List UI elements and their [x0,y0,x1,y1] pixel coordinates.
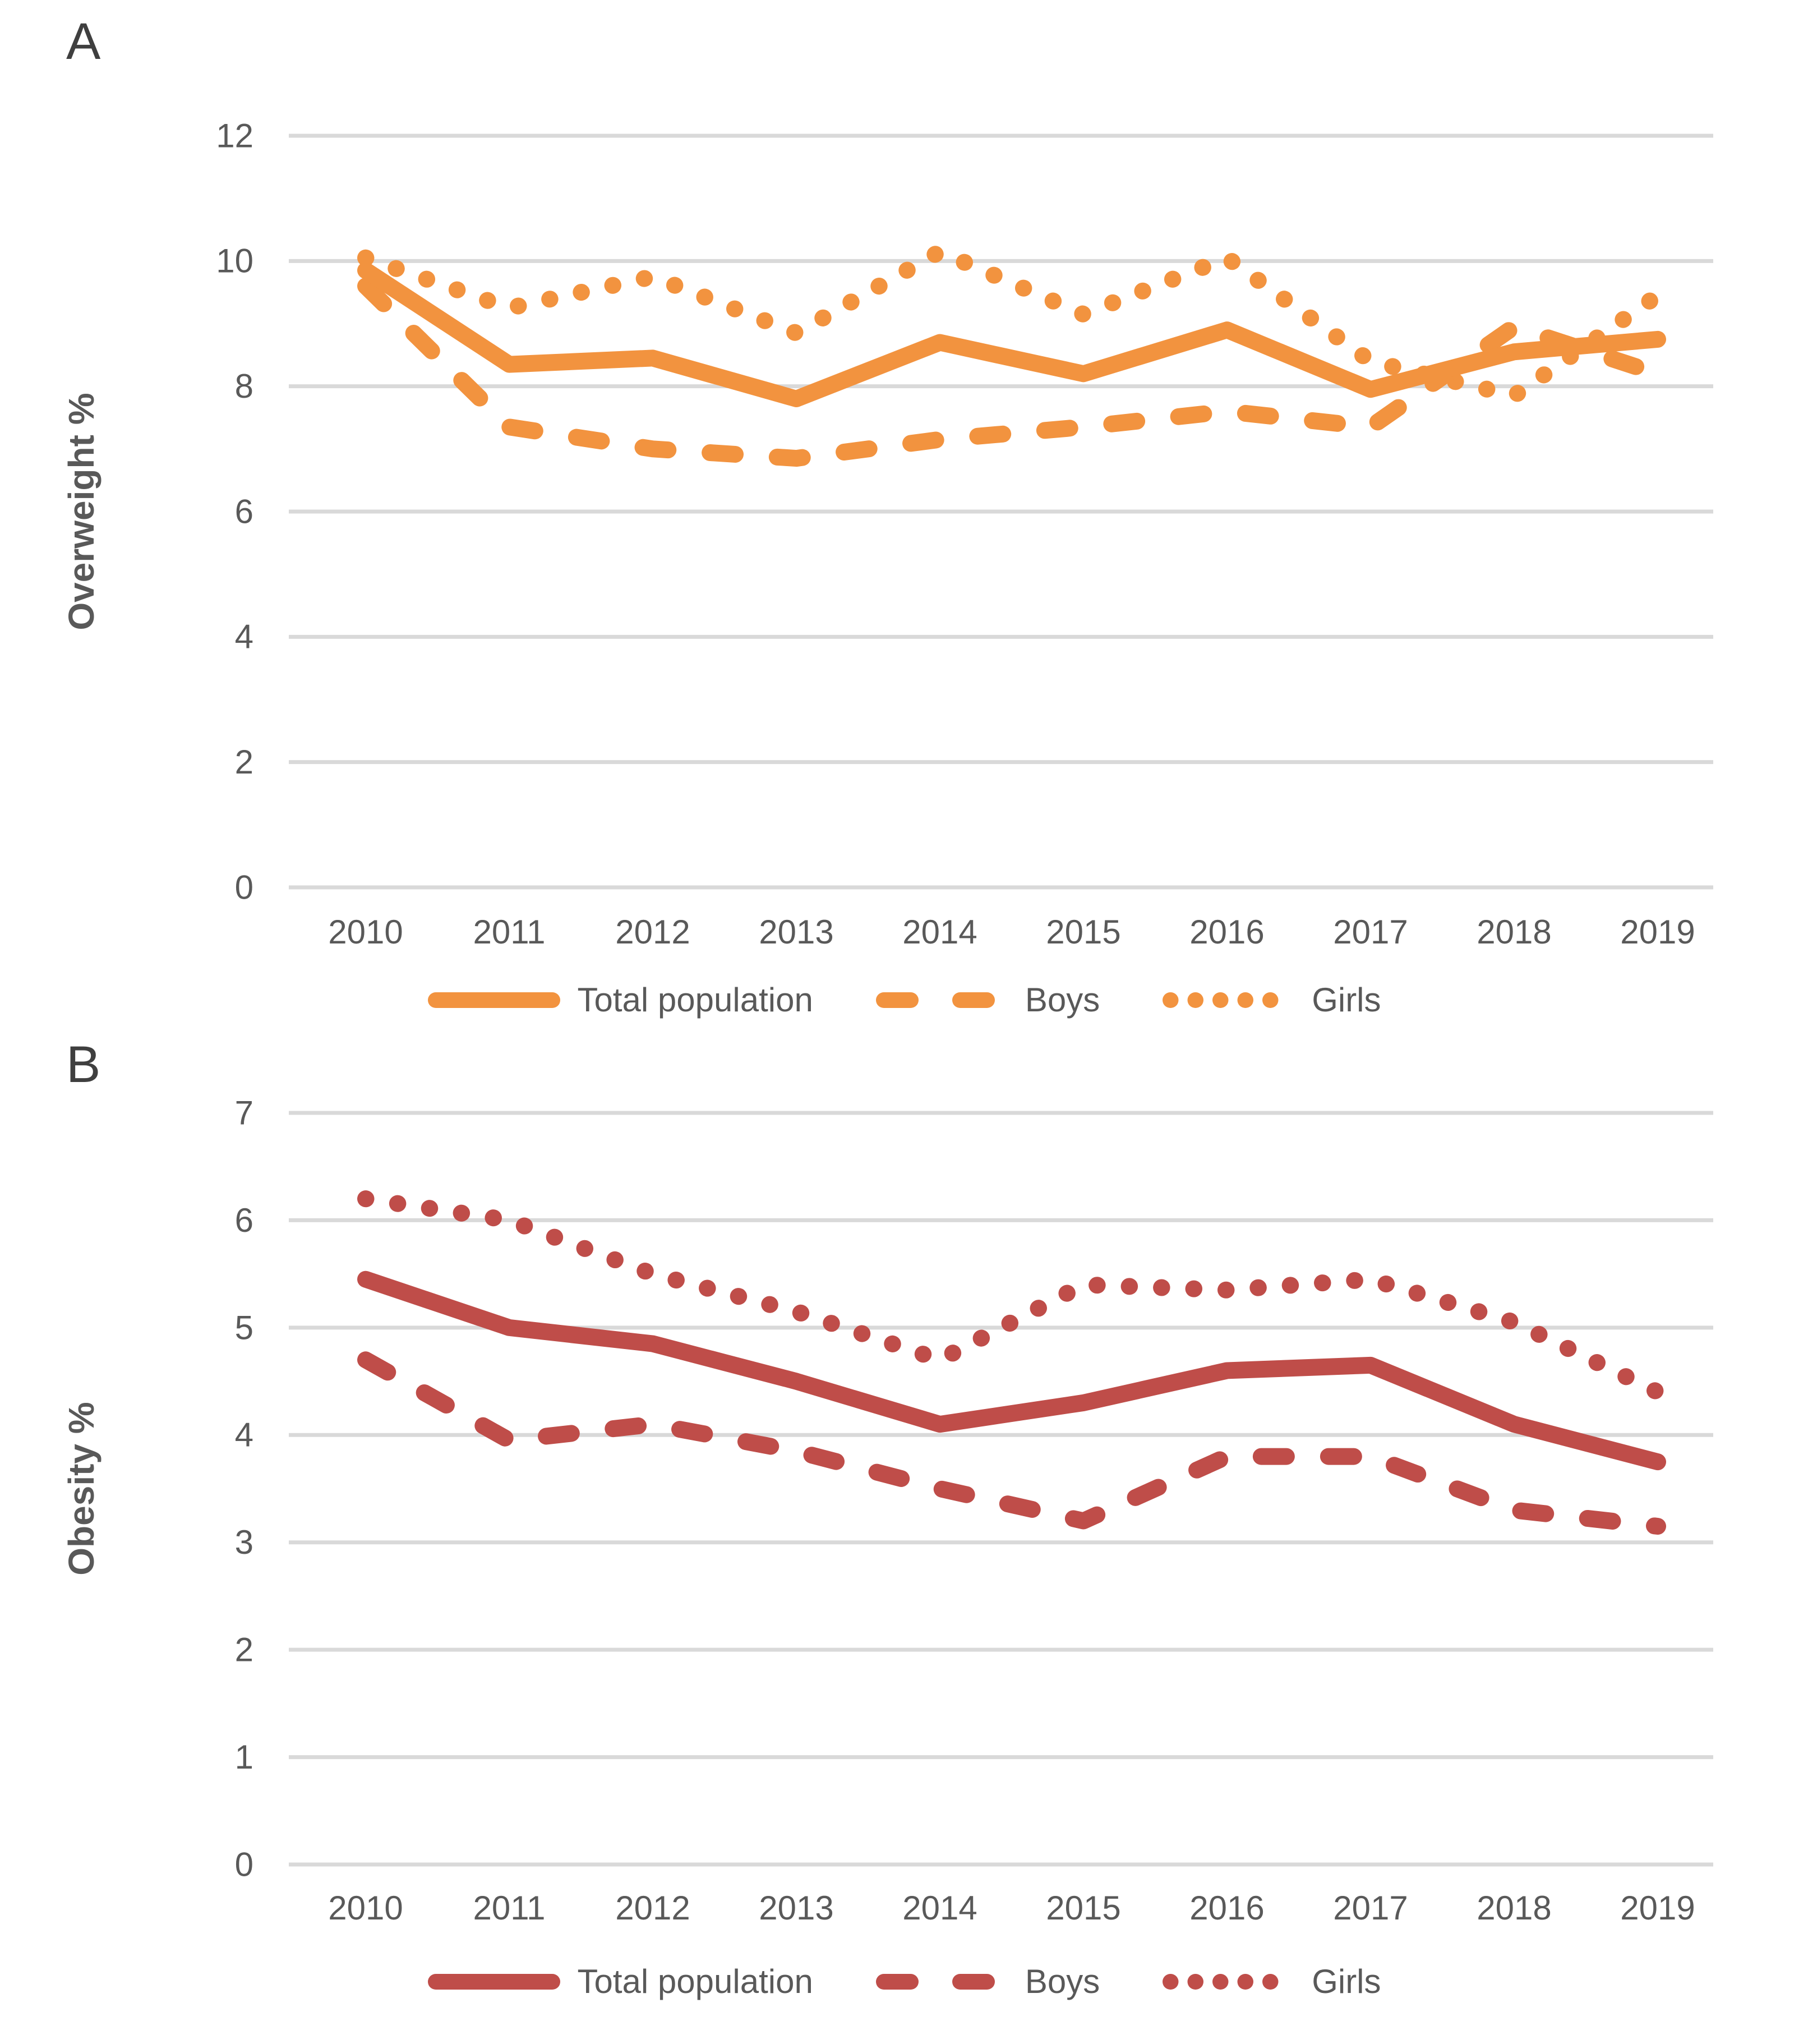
x-tick-label-2015: 2015 [1046,1889,1120,1927]
panel-b-label: B [66,1036,101,1093]
x-tick-label-2014: 2014 [902,1889,977,1927]
y-tick-label-6: 6 [235,492,253,530]
x-tick-label-2010: 2010 [328,1889,403,1927]
legend-swatch-solid-icon [428,992,561,1008]
x-tick-label-2010: 2010 [328,913,403,951]
legend-swatch-dashed-icon [875,992,1008,1008]
y-tick-label-1: 1 [235,1738,253,1776]
x-tick-label-2017: 2017 [1333,1889,1408,1927]
legend-label-boys: Boys [1025,1963,1100,2000]
series-line-girls-dotted [357,1190,1666,1401]
legend-panel-a: Total population Boys Girls [0,980,1808,1019]
x-tick-label-2018: 2018 [1477,913,1551,951]
x-tick-label-2011: 2011 [473,1889,545,1927]
legend-item-girls: Girls [1161,1962,1381,2001]
x-tick-label-2019: 2019 [1620,1889,1695,1927]
y-tick-label-12: 12 [216,117,253,154]
series-line-boys-dashed [357,1351,1666,1535]
y-tick-label-8: 8 [235,367,253,405]
panel-b-plot: 0 1 2 3 4 5 6 7 2010 2011 2012 2013 2014 2015 2016 2017… [235,1094,1713,1927]
legend-swatch-dashed-icon [875,1973,1008,1990]
y-tick-label-2: 2 [235,1631,253,1669]
y-tick-label-4: 4 [235,1416,253,1454]
y-tick-label-6: 6 [235,1201,253,1239]
legend-item-boys: Boys [875,980,1100,1019]
y-tick-label-10: 10 [216,242,253,280]
legend-item-total-population: Total population [427,1962,813,2001]
x-tick-label-2015: 2015 [1046,913,1120,951]
x-tick-label-2016: 2016 [1189,1889,1264,1927]
legend-label-total-population: Total population [577,981,813,1019]
y-tick-label-2: 2 [235,743,253,781]
x-tick-label-2016: 2016 [1189,913,1264,951]
y-tick-label-0: 0 [235,868,253,906]
y-tick-label-3: 3 [235,1523,253,1561]
x-tick-label-2013: 2013 [759,913,833,951]
x-tick-label-2012: 2012 [615,1889,690,1927]
y-tick-label-7: 7 [235,1094,253,1131]
legend-swatch-dotted-icon [1163,992,1295,1008]
series-line-total-population-solid [357,1270,1666,1471]
legend-item-total-population: Total population [427,980,813,1019]
x-tick-label-2014: 2014 [902,913,977,951]
y-tick-label-5: 5 [235,1309,253,1346]
series-line-total-population-solid [357,262,1666,407]
legend-swatch-solid-icon [428,1973,561,1990]
panel-a-label: A [66,13,101,70]
legend-label-total-population: Total population [577,1963,813,2000]
x-tick-label-2013: 2013 [759,1889,833,1927]
panel-a-plot: 0 2 4 6 8 10 12 2010 2011 2012 2013 2014 2015 2016 201… [216,117,1713,951]
x-tick-label-2018: 2018 [1477,1889,1551,1927]
legend-panel-b: Total population Boys Girls [0,1962,1808,2001]
legend-label-girls: Girls [1312,1963,1381,2000]
legend-label-girls: Girls [1312,981,1381,1019]
x-tick-label-2019: 2019 [1620,913,1695,951]
series-line-girls-dotted [357,243,1666,404]
x-tick-label-2012: 2012 [615,913,690,951]
legend-item-boys: Boys [875,1962,1100,2001]
y-tick-label-4: 4 [235,618,253,656]
legend-item-girls: Girls [1161,980,1381,1019]
legend-label-boys: Boys [1025,981,1100,1019]
x-tick-label-2011: 2011 [473,913,545,951]
y-tick-label-0: 0 [235,1845,253,1883]
x-tick-label-2017: 2017 [1333,913,1408,951]
legend-swatch-dotted-icon [1163,1973,1295,1990]
